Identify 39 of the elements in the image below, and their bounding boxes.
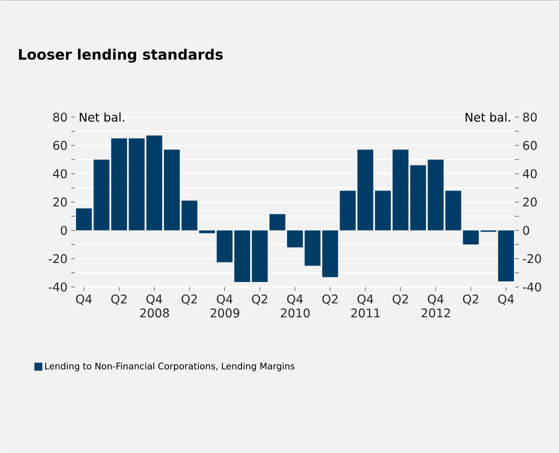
y-tick-label: -40: [48, 282, 67, 292]
x-tick-label: Q4: [498, 294, 514, 305]
x-tick-label: Q4: [76, 294, 92, 305]
x-tick-label: Q4 2009: [210, 294, 240, 318]
y2-tick-label: 40: [522, 169, 537, 178]
y-tick-label: 0: [60, 226, 67, 235]
bar: [146, 136, 162, 230]
x-tick-label: Q4 2011: [351, 294, 380, 318]
y2-axis-title: Net bal.: [466, 112, 510, 122]
chart-title: Looser lending standards: [19, 48, 223, 63]
bar: [252, 230, 268, 282]
x-tick-label: Q2: [322, 294, 338, 305]
bar: [234, 230, 250, 282]
bar: [340, 190, 356, 230]
x-tick-label: Q2: [252, 294, 268, 305]
x-tick-label: Q2: [463, 294, 478, 305]
x-tick-label: Q4 2012: [422, 294, 450, 318]
bar: [128, 138, 145, 230]
y-tick-label: 80: [53, 112, 67, 122]
y2-tick-label: 80: [523, 112, 537, 122]
y2-tick-label: -20: [522, 254, 542, 264]
y-tick-label: 60: [53, 140, 67, 150]
y2-tick-label: 0: [523, 226, 530, 235]
x-tick-label: Q4 2008: [140, 294, 169, 318]
y2-tick-label: 20: [523, 198, 537, 207]
y2-tick-label: 60: [523, 140, 537, 150]
bar: [445, 190, 462, 230]
bar: [269, 214, 286, 230]
y-tick-label: 20: [53, 198, 67, 207]
legend-label: Lending to Non-Financial Corporations, Lending Margins: [45, 362, 294, 372]
y-tick-label: -20: [48, 254, 67, 264]
y-tick-label: 40: [53, 169, 67, 178]
bar: [428, 160, 444, 230]
x-tick-label: Q4 2010: [280, 294, 310, 318]
y-axis-title: Net bal.: [80, 112, 124, 122]
x-tick-label: Q2: [111, 294, 126, 305]
y2-tick-label: -40: [522, 282, 542, 292]
x-tick-label: Q2: [182, 294, 197, 305]
x-tick-label: Q2: [392, 294, 408, 305]
